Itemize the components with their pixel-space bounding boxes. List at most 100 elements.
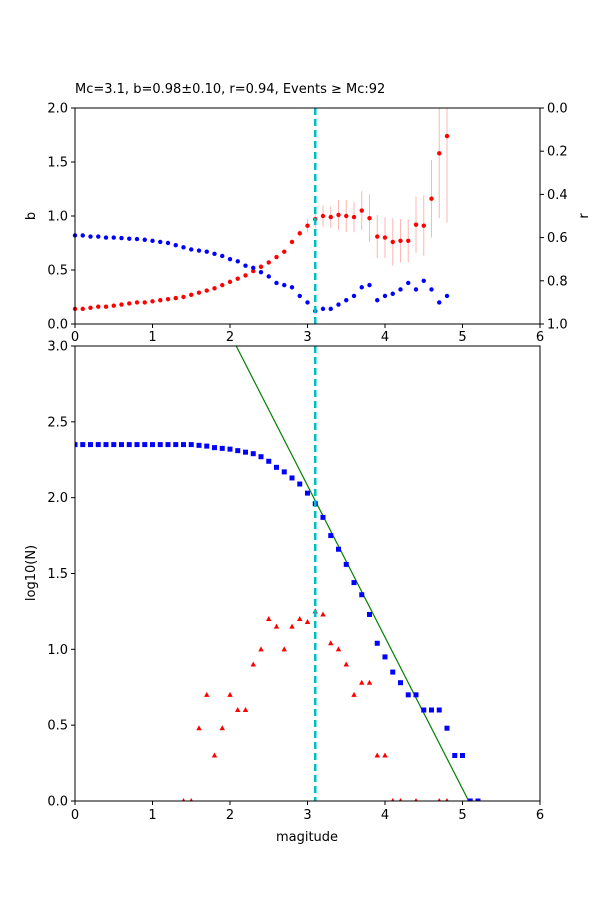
cumulative-point	[80, 442, 86, 448]
x-tick-label-bottom: 0	[71, 808, 79, 823]
cumulative-point	[281, 469, 287, 475]
r-value-point	[444, 293, 450, 299]
b-value-point	[235, 276, 240, 281]
x-tick-label-top: 5	[458, 330, 466, 345]
cumulative-point	[134, 442, 140, 448]
cumulative-point	[243, 449, 248, 455]
r-value-point	[413, 287, 419, 292]
r-value-point	[328, 306, 333, 312]
cumulative-point	[274, 464, 279, 470]
x-tick-label-bottom: 6	[536, 808, 544, 823]
r-value-point	[243, 263, 248, 268]
cumulative-point	[150, 442, 155, 448]
b-value-point	[266, 260, 271, 265]
incremental-point	[297, 616, 303, 621]
b-value-point	[390, 239, 395, 245]
b-value-point	[150, 299, 155, 304]
b-value-point	[359, 208, 364, 213]
cumulative-point	[227, 446, 233, 452]
incremental-point	[250, 661, 256, 667]
b-value-point	[367, 215, 372, 221]
r-value-point	[111, 235, 116, 240]
y-tick-label-log10n: 1.0	[47, 643, 68, 658]
cumulative-point	[181, 442, 186, 448]
r-value-point	[88, 234, 93, 239]
incremental-point	[204, 691, 210, 697]
cumulative-point	[173, 442, 179, 448]
b-value-point	[142, 300, 147, 305]
cumulative-point	[305, 490, 310, 496]
y-tick-label-log10n: 2.0	[47, 491, 68, 506]
x-tick-label-top: 1	[148, 330, 156, 345]
y-tick-label-b: 0.5	[47, 264, 68, 279]
incremental-point	[359, 679, 365, 685]
y2-tick-label-r: 1.0	[547, 318, 568, 333]
b-value-point	[127, 301, 132, 306]
r-value-point	[235, 259, 240, 264]
y-tick-label-log10n: 0.5	[47, 719, 68, 734]
cumulative-point	[142, 442, 148, 448]
cumulative-point	[219, 445, 225, 451]
cumulative-point	[413, 692, 419, 698]
b-value-point	[421, 223, 426, 228]
r-value-point	[103, 235, 109, 240]
cumulative-point	[452, 753, 458, 758]
cumulative-point	[475, 798, 481, 801]
r-value-point	[196, 248, 202, 253]
r-value-point	[359, 285, 364, 290]
cumulative-point	[88, 442, 93, 448]
b-value-point	[274, 254, 279, 260]
y-tick-label-log10n: 3.0	[47, 340, 68, 355]
x-tick-label-top: 4	[381, 330, 389, 345]
r-value-point	[274, 280, 279, 286]
b-value-point	[165, 296, 171, 302]
incremental-point	[281, 646, 287, 652]
b-value-point	[429, 196, 434, 201]
b-value-point	[344, 213, 349, 219]
y2-tick-label-r: 0.4	[547, 188, 568, 203]
cumulative-point	[95, 442, 101, 448]
r-value-point	[266, 274, 271, 279]
incremental-point	[382, 752, 388, 758]
x-tick-label-top: 0	[71, 330, 79, 345]
x-tick-label-bottom: 1	[148, 808, 156, 823]
b-value-point	[204, 288, 209, 293]
cumulative-point	[297, 481, 303, 487]
incremental-point	[391, 798, 395, 801]
b-value-point	[119, 302, 124, 307]
r-value-point	[344, 298, 349, 303]
cumulative-point	[359, 592, 365, 598]
cumulative-point	[429, 707, 434, 713]
cumulative-point	[328, 533, 334, 539]
y2-tick-label-r: 0.8	[547, 274, 568, 289]
b-value-point	[88, 305, 93, 310]
r-value-point	[429, 287, 434, 292]
b-value-point	[413, 222, 419, 227]
y-tick-label-b: 2.0	[47, 102, 68, 117]
r-value-point	[390, 291, 395, 296]
y2-axis-label-r: r	[577, 213, 592, 219]
r-value-point	[421, 278, 426, 283]
b-value-point	[158, 298, 163, 303]
y-tick-label-log10n: 0.0	[47, 795, 68, 810]
b-value-point	[297, 231, 302, 236]
r-value-point	[305, 300, 310, 305]
r-value-point	[336, 302, 341, 307]
incremental-point	[366, 679, 373, 685]
x-tick-label-top: 3	[303, 330, 311, 345]
x-tick-label-bottom: 5	[458, 808, 466, 823]
frequency-magnitude-panel: 0 1 2 3 4 5 6 0.0 0.5 1.0 1.5 2.0 2.5 3.0 magitude lo…	[24, 340, 544, 846]
x-tick-label-bottom: 3	[303, 808, 311, 823]
top-axes-frame	[74, 107, 541, 325]
incremental-point	[266, 616, 272, 621]
incremental-point	[351, 691, 357, 697]
b-value-point	[243, 273, 248, 278]
cumulative-point	[405, 692, 411, 698]
b-value-point	[111, 303, 116, 308]
cumulative-point	[444, 725, 450, 731]
r-value-point	[437, 300, 442, 305]
r-value-point	[96, 234, 101, 239]
cumulative-point	[374, 640, 380, 646]
r-value-point	[367, 282, 372, 288]
r-value-point	[220, 253, 225, 259]
